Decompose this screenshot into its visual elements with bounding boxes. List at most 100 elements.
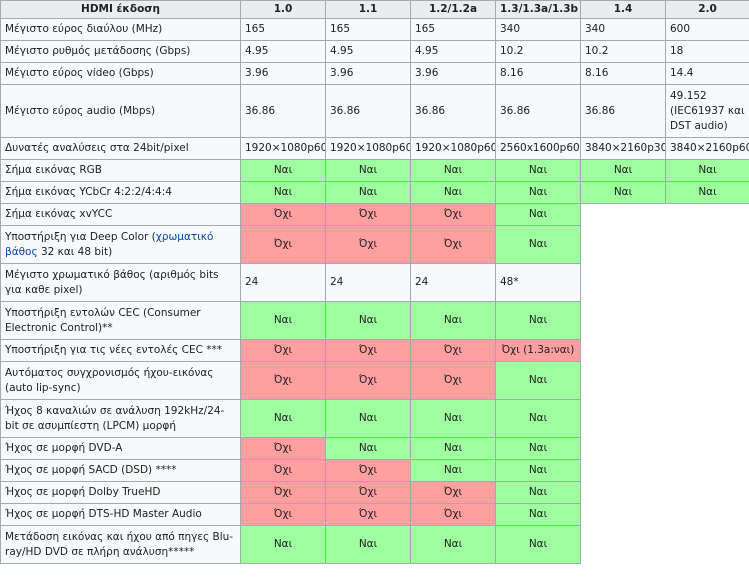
value-cell: 10.2 bbox=[580, 40, 666, 63]
table-row: Ήχος σε μορφή SACD (DSD) **** Όχι Όχι Να… bbox=[0, 459, 749, 482]
support-no-cell: Όχι bbox=[325, 481, 411, 504]
value-cell: 2560x1600p60 bbox=[495, 137, 581, 160]
table-row: Μέγιστο εύρος διαύλου (MHz) 165 165 165 … bbox=[0, 18, 749, 41]
value-cell: 4.95 bbox=[240, 40, 326, 63]
value-cell: 24 bbox=[325, 263, 411, 302]
table-row: Μέγιστο εύρος video (Gbps) 3.96 3.96 3.9… bbox=[0, 62, 749, 85]
table-row: Υποστήριξη για τις νέες εντολές CEC *** … bbox=[0, 339, 749, 362]
value-cell: 600 bbox=[665, 18, 749, 41]
table-row: Αυτόματος συγχρονισμός ήχου-εικόνας (aut… bbox=[0, 361, 749, 400]
color-depth-link[interactable]: χρωματικό βάθος bbox=[5, 230, 214, 258]
support-no-cell: Όχι bbox=[240, 203, 326, 226]
table-row: Σήμα εικόνας RGB Ναι Ναι Ναι Ναι Ναι Ναι bbox=[0, 159, 749, 182]
support-yes-cell: Ναι bbox=[325, 159, 411, 182]
support-no-cell: Όχι bbox=[325, 503, 411, 526]
value-cell: 3.96 bbox=[240, 62, 326, 85]
table-row: Ήχος σε μορφή DVD-A Όχι Ναι Ναι Ναι bbox=[0, 437, 749, 460]
support-yes-cell: Ναι bbox=[495, 525, 581, 564]
support-yes-cell: Ναι bbox=[240, 301, 326, 340]
feature-label: Ήχος σε μορφή DVD-A bbox=[0, 437, 241, 460]
hdmi-version-table: HDMI έκδοση 1.0 1.1 1.2/1.2a 1.3/1.3a/1.… bbox=[0, 0, 749, 564]
value-cell: 36.86 bbox=[325, 84, 411, 138]
support-yes-cell: Ναι bbox=[495, 181, 581, 204]
support-yes-cell: Ναι bbox=[495, 459, 581, 482]
support-yes-cell: Ναι bbox=[325, 399, 411, 438]
header-version: 1.2/1.2a bbox=[410, 0, 496, 19]
support-yes-cell: Ναι bbox=[580, 181, 666, 204]
table-row: Ήχος 8 καναλιών σε ανάλυση 192kHz/24-bit… bbox=[0, 399, 749, 438]
table-row: Μέγιστο ρυθμός μετάδοσης (Gbps) 4.95 4.9… bbox=[0, 40, 749, 63]
support-yes-cell: Ναι bbox=[240, 181, 326, 204]
support-no-cell: Όχι (1.3a:ναι) bbox=[495, 339, 581, 362]
value-cell: 10.2 bbox=[495, 40, 581, 63]
feature-label: Υποστήριξη για τις νέες εντολές CEC *** bbox=[0, 339, 241, 362]
feature-label: Υποστήριξη εντολών CEC (Consumer Electro… bbox=[0, 301, 241, 340]
support-no-cell: Όχι bbox=[410, 481, 496, 504]
table-header-row: HDMI έκδοση 1.0 1.1 1.2/1.2a 1.3/1.3a/1.… bbox=[0, 0, 749, 19]
header-version: 1.1 bbox=[325, 0, 411, 19]
support-yes-cell: Ναι bbox=[240, 159, 326, 182]
support-yes-cell: Ναι bbox=[410, 399, 496, 438]
value-cell: 340 bbox=[495, 18, 581, 41]
table-row: Σήμα εικόνας YCbCr 4:2:2/4:4:4 Ναι Ναι Ν… bbox=[0, 181, 749, 204]
feature-text: 32 και 48 bit) bbox=[37, 245, 113, 258]
feature-label: Σήμα εικόνας RGB bbox=[0, 159, 241, 182]
value-cell: 8.16 bbox=[495, 62, 581, 85]
value-cell: 165 bbox=[240, 18, 326, 41]
feature-label: Μέγιστο χρωματικό βάθος (αριθμός bits γι… bbox=[0, 263, 241, 302]
support-yes-cell: Ναι bbox=[495, 437, 581, 460]
header-version: 2.0 bbox=[665, 0, 749, 19]
support-yes-cell: Ναι bbox=[325, 181, 411, 204]
value-cell: 165 bbox=[410, 18, 496, 41]
support-yes-cell: Ναι bbox=[410, 437, 496, 460]
feature-label: Ήχος σε μορφή Dolby TrueHD bbox=[0, 481, 241, 504]
support-no-cell: Όχι bbox=[325, 225, 411, 264]
feature-label: Μέγιστο εύρος διαύλου (MHz) bbox=[0, 18, 241, 41]
table-row: Μετάδοση εικόνας και ήχου από πηγες Blu-… bbox=[0, 525, 749, 564]
support-no-cell: Όχι bbox=[410, 225, 496, 264]
support-no-cell: Όχι bbox=[410, 503, 496, 526]
support-no-cell: Όχι bbox=[325, 361, 411, 400]
value-cell: 24 bbox=[410, 263, 496, 302]
support-yes-cell: Ναι bbox=[495, 225, 581, 264]
support-yes-cell: Ναι bbox=[410, 459, 496, 482]
feature-label: Αυτόματος συγχρονισμός ήχου-εικόνας (aut… bbox=[0, 361, 241, 400]
support-yes-cell: Ναι bbox=[495, 503, 581, 526]
support-no-cell: Όχι bbox=[325, 459, 411, 482]
table-row: Ήχος σε μορφή Dolby TrueHD Όχι Όχι Όχι Ν… bbox=[0, 481, 749, 504]
value-cell: 36.86 bbox=[410, 84, 496, 138]
support-yes-cell: Ναι bbox=[665, 181, 749, 204]
table-row: Σήμα εικόνας xvYCC Όχι Όχι Όχι Ναι bbox=[0, 203, 749, 564]
support-yes-cell: Ναι bbox=[495, 301, 581, 340]
value-cell: 48* bbox=[495, 263, 581, 302]
value-cell: 36.86 bbox=[240, 84, 326, 138]
value-cell: 36.86 bbox=[495, 84, 581, 138]
table-row: Ήχος σε μορφή DTS-HD Master Audio Όχι Όχ… bbox=[0, 503, 749, 526]
support-yes-cell: Ναι bbox=[495, 203, 581, 226]
support-yes-cell: Ναι bbox=[410, 525, 496, 564]
value-cell: 340 bbox=[580, 18, 666, 41]
feature-label: Μέγιστο εύρος video (Gbps) bbox=[0, 62, 241, 85]
feature-text: Υποστήριξη για Deep Color ( bbox=[5, 230, 156, 243]
feature-label: Μέγιστο εύρος audio (Mbps) bbox=[0, 84, 241, 138]
support-yes-cell: Ναι bbox=[495, 159, 581, 182]
table-row: Υποστήριξη εντολών CEC (Consumer Electro… bbox=[0, 301, 749, 340]
support-no-cell: Όχι bbox=[325, 203, 411, 226]
support-no-cell: Όχι bbox=[325, 339, 411, 362]
support-no-cell: Όχι bbox=[410, 339, 496, 362]
value-cell: 165 bbox=[325, 18, 411, 41]
header-feature: HDMI έκδοση bbox=[0, 0, 241, 19]
support-yes-cell: Ναι bbox=[325, 525, 411, 564]
support-no-cell: Όχι bbox=[240, 459, 326, 482]
feature-label: Μέγιστο ρυθμός μετάδοσης (Gbps) bbox=[0, 40, 241, 63]
support-yes-cell: Ναι bbox=[410, 159, 496, 182]
feature-label: Ήχος σε μορφή SACD (DSD) **** bbox=[0, 459, 241, 482]
support-no-cell: Όχι bbox=[240, 339, 326, 362]
feature-label: Σήμα εικόνας YCbCr 4:2:2/4:4:4 bbox=[0, 181, 241, 204]
feature-label: Υποστήριξη για Deep Color (χρωματικό βάθ… bbox=[0, 225, 241, 264]
value-cell: 14.4 bbox=[665, 62, 749, 85]
support-yes-cell: Ναι bbox=[240, 399, 326, 438]
support-yes-cell: Ναι bbox=[240, 525, 326, 564]
value-cell: 3840×2160p30 bbox=[580, 137, 666, 160]
feature-label: Σήμα εικόνας xvYCC bbox=[0, 203, 241, 226]
